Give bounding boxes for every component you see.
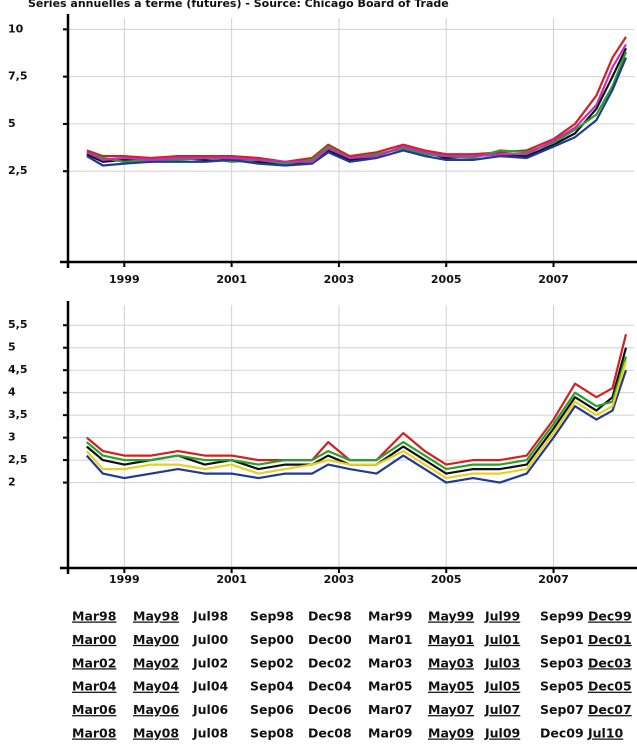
y-tick-label: 5 — [8, 117, 16, 130]
legend-link[interactable]: Mar04 — [72, 679, 117, 694]
y-tick-label: 2,5 — [8, 453, 28, 466]
x-tick-label: 2003 — [324, 573, 355, 586]
legend-link[interactable]: May06 — [133, 702, 179, 717]
legend-link[interactable]: Jul01 — [484, 632, 520, 647]
legend-link: Sep00 — [250, 632, 294, 647]
legend-link[interactable]: May04 — [133, 679, 179, 694]
legend-link[interactable]: Jul05 — [484, 679, 520, 694]
legend-link: Dec00 — [308, 632, 352, 647]
legend-link: Jul06 — [192, 702, 229, 717]
legend-link[interactable]: May03 — [428, 655, 474, 670]
legend-link[interactable]: May07 — [428, 702, 474, 717]
legend-link[interactable]: May08 — [133, 726, 179, 741]
legend-link: Dec06 — [308, 702, 352, 717]
legend-link[interactable]: Dec99 — [588, 609, 632, 624]
legend-link[interactable]: Dec03 — [588, 655, 632, 670]
x-tick-label: 1999 — [109, 273, 140, 286]
x-tick-label: 2001 — [216, 273, 247, 286]
x-tick-label: 2005 — [431, 573, 462, 586]
legend-link[interactable]: May09 — [428, 726, 474, 741]
x-tick-label: 2003 — [324, 273, 355, 286]
legend-link: Sep04 — [250, 679, 294, 694]
y-tick-label: 4 — [8, 386, 16, 399]
x-tick-label: 2007 — [538, 273, 569, 286]
x-tick-label: 1999 — [109, 573, 140, 586]
legend-link[interactable]: May01 — [428, 632, 474, 647]
y-tick-label: 2,5 — [8, 164, 28, 177]
legend-link: Mar01 — [368, 632, 412, 647]
legend-link[interactable]: Dec05 — [588, 679, 632, 694]
legend-link[interactable]: Mar00 — [72, 632, 117, 647]
legend-link[interactable]: May02 — [133, 655, 179, 670]
legend-link[interactable]: Mar08 — [72, 726, 116, 741]
series-line — [86, 36, 627, 163]
legend-link[interactable]: Jul99 — [484, 609, 520, 624]
legend-link: Sep03 — [540, 655, 584, 670]
series-line — [86, 57, 628, 167]
legend-link[interactable]: Jul09 — [484, 726, 520, 741]
legend-link: Jul00 — [192, 632, 229, 647]
y-tick-label: 10 — [8, 22, 24, 35]
series-line — [86, 356, 628, 471]
legend: Mar98 May98 Jul98 Sep98 Dec98 Mar99 May99 Jul99… — [72, 609, 632, 741]
legend-link: Dec98 — [308, 609, 352, 624]
legend-link: Jul98 — [192, 609, 228, 624]
legend-link[interactable]: Mar02 — [72, 655, 116, 670]
legend-link[interactable]: Jul10 — [587, 726, 624, 741]
y-tick-label: 7,5 — [8, 70, 28, 83]
legend-link: Sep01 — [540, 632, 584, 647]
x-tick-label: 2001 — [216, 573, 247, 586]
legend-link: Sep06 — [250, 702, 294, 717]
legend-link: Dec04 — [308, 679, 352, 694]
series-line — [85, 360, 628, 480]
y-tick-label: 4,5 — [8, 363, 28, 376]
y-tick-label: 5 — [8, 341, 16, 354]
legend-link[interactable]: Mar98 — [72, 609, 116, 624]
series-line — [86, 51, 628, 165]
y-tick-label: 2 — [8, 476, 16, 489]
legend-link[interactable]: May05 — [428, 679, 474, 694]
legend-link: Mar07 — [368, 702, 412, 717]
legend-link: Dec09 — [540, 726, 584, 741]
legend-link[interactable]: May98 — [133, 609, 179, 624]
series-line — [86, 347, 628, 475]
legend-link: Sep02 — [250, 655, 294, 670]
legend-link: Dec02 — [308, 655, 352, 670]
legend-link: Dec08 — [308, 726, 352, 741]
legend-link: Jul02 — [192, 655, 228, 670]
y-tick-label: 5,5 — [8, 318, 28, 331]
legend-link: Mar03 — [368, 655, 412, 670]
y-tick-label: 3,5 — [8, 408, 28, 421]
legend-link: Sep08 — [250, 726, 294, 741]
legend-link: Sep05 — [540, 679, 584, 694]
legend-link: Jul04 — [192, 679, 229, 694]
legend-link: Sep07 — [540, 702, 584, 717]
legend-link[interactable]: Dec07 — [588, 702, 632, 717]
series-line — [85, 369, 628, 484]
legend-link[interactable]: May00 — [133, 632, 179, 647]
legend-link: Sep98 — [250, 609, 294, 624]
legend-link[interactable]: Mar06 — [72, 702, 117, 717]
x-tick-label: 2007 — [538, 573, 569, 586]
x-tick-label: 2005 — [431, 273, 462, 286]
legend-link: Mar99 — [368, 609, 412, 624]
page-title: Séries annuelles à terme (futures) - Sou… — [28, 0, 449, 10]
legend-link[interactable]: Dec01 — [588, 632, 632, 647]
series-line — [86, 43, 627, 163]
legend-link: Sep99 — [540, 609, 584, 624]
y-tick-label: 3 — [8, 431, 16, 444]
legend-link: Mar05 — [368, 679, 412, 694]
legend-link: Mar09 — [368, 726, 412, 741]
legend-link[interactable]: Jul03 — [484, 655, 520, 670]
legend-link[interactable]: Jul07 — [484, 702, 520, 717]
legend-link[interactable]: May99 — [428, 609, 474, 624]
legend-link: Jul08 — [192, 726, 228, 741]
